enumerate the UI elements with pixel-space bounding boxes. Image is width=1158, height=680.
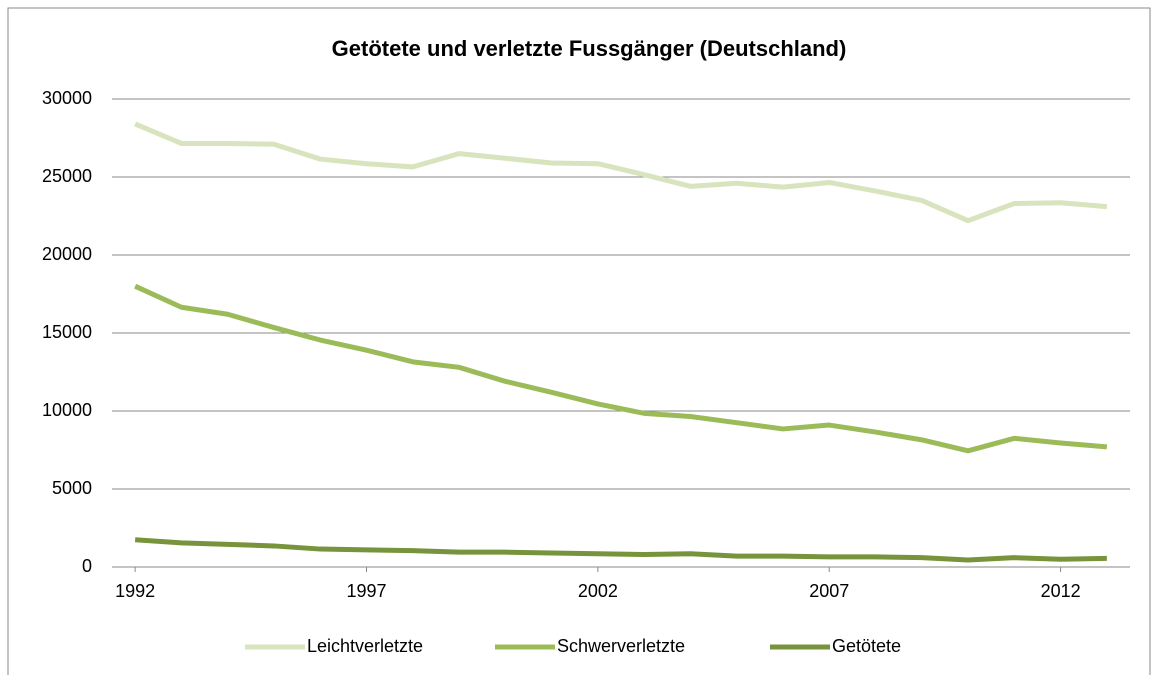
x-tick-label: 2007 <box>809 581 849 601</box>
y-tick-label: 20000 <box>42 244 92 264</box>
legend-label: Leichtverletzte <box>307 636 423 656</box>
y-tick-label: 0 <box>82 556 92 576</box>
y-tick-label: 30000 <box>42 88 92 108</box>
y-tick-label: 10000 <box>42 400 92 420</box>
legend-label: Getötete <box>832 636 901 656</box>
y-tick-label: 5000 <box>52 478 92 498</box>
x-tick-label: 2012 <box>1041 581 1081 601</box>
chart-title: Getötete und verletzte Fussgänger (Deuts… <box>332 36 847 61</box>
x-tick-label: 1997 <box>346 581 386 601</box>
x-tick-label: 1992 <box>115 581 155 601</box>
series-line <box>134 283 1108 454</box>
y-tick-label: 25000 <box>42 166 92 186</box>
x-tick-label: 2002 <box>578 581 618 601</box>
legend-label: Schwerverletzte <box>557 636 685 656</box>
y-tick-label: 15000 <box>42 322 92 342</box>
chart-border <box>7 7 1151 680</box>
series-line <box>134 537 1107 563</box>
series-line <box>134 121 1108 224</box>
